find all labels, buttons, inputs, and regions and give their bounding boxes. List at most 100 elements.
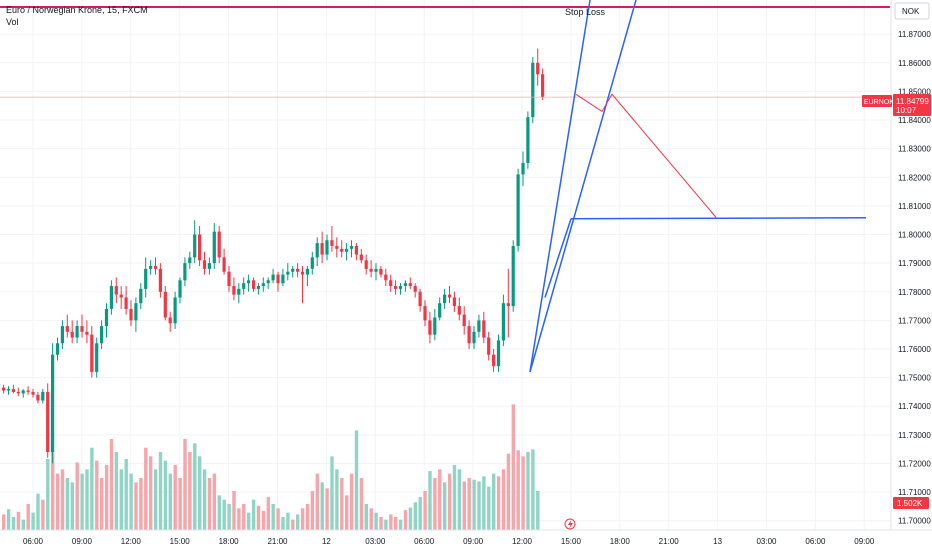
candle-body (21, 390, 25, 394)
volume-bar (300, 508, 305, 530)
y-tick-label: 11.80000 (898, 231, 931, 240)
candle-body (11, 389, 15, 392)
x-tick-label: 06:00 (805, 537, 826, 546)
x-tick-labels: 06:00 09:00 12:00 15:00 18:00 21:00 12 03:00 06:… (23, 537, 875, 546)
candle-body (457, 306, 461, 315)
candle-body (496, 340, 501, 367)
x-tick-label: 09:00 (463, 537, 484, 546)
volume-bar (100, 478, 104, 530)
volume-bar (237, 508, 241, 530)
volume-bar (438, 469, 442, 530)
y-tick-label: 11.78000 (898, 288, 931, 297)
volume-bar (80, 473, 84, 530)
candle-body (452, 297, 456, 307)
volume-bar (418, 497, 422, 530)
trend-line-steep[interactable] (529, 0, 591, 373)
candle-body (55, 343, 60, 355)
candle-body (433, 317, 437, 335)
candle-body (16, 391, 20, 394)
volume-bar (536, 491, 540, 530)
volume-bar (51, 452, 55, 530)
candle-body (482, 320, 486, 338)
candle-body (394, 286, 398, 289)
candle-body (139, 288, 143, 304)
candle-body (310, 257, 314, 269)
volume-bar (46, 458, 50, 530)
volume-bar (139, 478, 143, 530)
candle-body (173, 297, 177, 324)
volume-bar (6, 509, 11, 530)
trend-line-connector[interactable] (544, 218, 572, 298)
candle-body (168, 317, 172, 324)
volume-bar (310, 491, 315, 530)
projection-arrowhead (710, 210, 716, 218)
volume-bar (496, 476, 501, 530)
volume-bar (242, 504, 246, 530)
candle-body (202, 260, 207, 269)
trend-line-channel[interactable] (529, 0, 637, 373)
price-axis (0, 0, 932, 531)
candle-body (100, 326, 104, 344)
candle-body (276, 274, 280, 284)
volume-bar (217, 495, 221, 530)
y-tick-label: 11.77000 (898, 316, 931, 325)
trade-drawings[interactable] (0, 0, 890, 373)
volume-bar (11, 517, 16, 530)
candle-body (354, 245, 358, 255)
volume-bar (389, 514, 393, 530)
candle-body (389, 280, 393, 287)
currency-box[interactable] (894, 2, 930, 20)
volume-bar (281, 517, 285, 530)
candle-body (158, 268, 162, 292)
candle-body (251, 280, 256, 289)
volume-bar (394, 517, 398, 530)
candle-body (536, 62, 540, 75)
candle-body (134, 303, 138, 321)
candle-body (90, 334, 94, 372)
volume-bar (70, 482, 74, 530)
candle-body (369, 268, 373, 272)
candle-body (119, 294, 123, 298)
volume-bar (315, 473, 319, 530)
volume-bar (403, 510, 408, 530)
candle-body (217, 231, 221, 258)
x-tick-label: 18:00 (610, 537, 631, 546)
grid-lines (0, 0, 890, 530)
bolt-icon-glyph (568, 520, 573, 529)
x-tick-label: 03:00 (756, 537, 777, 546)
projection-path[interactable] (575, 93, 717, 218)
candle-body (467, 326, 471, 344)
candle-body (281, 274, 285, 284)
candle-body (247, 280, 251, 284)
candle-body (359, 254, 363, 261)
volume-bar (144, 447, 148, 530)
volume-bar (413, 502, 417, 530)
candle-body (198, 234, 202, 261)
volume-bar (129, 473, 133, 530)
volume-bar (153, 469, 158, 530)
y-tick-label: 11.74000 (898, 402, 931, 411)
x-tick-label: 12:00 (512, 537, 533, 546)
target-line[interactable] (570, 217, 867, 220)
volume-bar (178, 478, 182, 530)
volume-bar (286, 512, 290, 530)
candle-body (428, 320, 432, 335)
price-candles (2, 48, 545, 464)
volume-bar (492, 473, 496, 530)
volume-bar (384, 519, 388, 530)
y-tick-label: 11.83000 (898, 145, 931, 154)
volume-bar (359, 478, 364, 530)
currency-label: NOK (902, 7, 920, 16)
candle-body (207, 263, 211, 269)
last-price-tag (893, 94, 931, 116)
volume-bar (433, 478, 437, 530)
volume-bar (124, 458, 128, 530)
candle-body (237, 288, 241, 295)
candle-body (492, 354, 496, 367)
volume-bar (423, 491, 427, 530)
x-tick-label: 18:00 (219, 537, 240, 546)
volume-bar (467, 478, 471, 530)
volume-bar (374, 512, 378, 530)
volume-bar (31, 512, 35, 530)
